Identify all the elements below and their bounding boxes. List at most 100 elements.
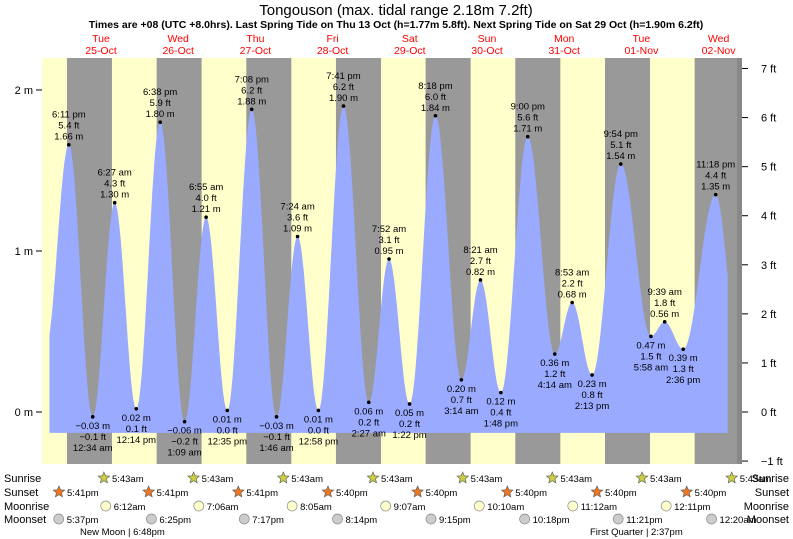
tide-point — [552, 352, 557, 356]
moonset-time: 11:21pm — [626, 515, 662, 526]
tide-label-m: 1.71 m — [513, 124, 542, 135]
tide-label-time: 5:58 am — [634, 362, 668, 373]
tide-point — [134, 406, 139, 411]
sunrise-time: 5:43am — [291, 474, 323, 485]
tide-label-time: 12:14 pm — [116, 435, 156, 446]
tide-label-ft: 0.1 ft — [126, 424, 147, 435]
moonrise-marker — [473, 500, 485, 512]
moonset-time: 5:37pm — [67, 515, 99, 526]
day-label-dow: Wed — [708, 33, 730, 45]
tide-label-m: 0.39 m — [669, 353, 698, 364]
tide-label-m: 0.95 m — [374, 246, 403, 257]
sunset-time: 5:40pm — [426, 488, 458, 499]
tide-label-ft: 0.4 ft — [490, 408, 511, 419]
tide-label-ft: 5.1 ft — [610, 140, 631, 151]
moonset-time: 8:14pm — [346, 515, 378, 526]
sunset-marker — [52, 485, 66, 498]
moonset-time: 7:17pm — [252, 515, 284, 526]
tide-label-m: 0.23 m — [578, 379, 607, 390]
tide-label-ft: −0.1 ft — [263, 432, 290, 443]
day-label-dow: Tue — [92, 33, 110, 45]
sunrise-marker — [545, 471, 559, 484]
tide-label-ft: 5.6 ft — [517, 113, 538, 124]
right-tick-label: 1 ft — [761, 358, 776, 370]
tide-label-m: 0.01 m — [304, 414, 333, 425]
tide-point — [225, 408, 230, 413]
tide-label-ft: 0.0 ft — [308, 425, 329, 436]
tide-label-time: 6:27 am — [98, 168, 132, 179]
tide-label-time: 6:11 pm — [52, 110, 86, 121]
row-label-left: Sunset — [4, 487, 38, 499]
tide-label-ft: 0.2 ft — [358, 417, 379, 428]
moonrise-time: 9:07am — [394, 502, 426, 513]
tide-label-ft: 5.9 ft — [150, 98, 171, 109]
right-axis-strip — [737, 58, 742, 464]
sunrise-marker — [366, 471, 380, 484]
tide-label-ft: 1.2 ft — [544, 369, 565, 380]
tide-label-m: 0.05 m — [395, 408, 424, 419]
tide-label-time: 7:52 am — [372, 224, 406, 235]
tide-point — [366, 400, 371, 405]
moonset-time: 12:20am — [720, 515, 757, 526]
tide-label-ft: 5.4 ft — [58, 121, 79, 132]
day-label-dow: Sun — [478, 33, 497, 45]
tide-point — [662, 320, 667, 324]
row-label-right: Sunset — [755, 487, 789, 499]
row-label-right: Sunrise — [752, 473, 789, 485]
axes: 0 m 1 m 2 m −1 ft 0 ft 1 ft 2 ft 3 ft 4 ft 5 ft 6 … — [15, 64, 783, 469]
tide-point — [681, 347, 685, 352]
row-label-left: Moonrise — [4, 501, 49, 513]
sunrise-marker — [635, 471, 649, 484]
left-tick-label: 2 m — [15, 85, 33, 97]
tide-point — [713, 192, 718, 197]
sunrise-time: 5:43am — [740, 474, 772, 485]
row-label-right: Moonset — [747, 514, 789, 526]
tide-label-ft: 6.2 ft — [333, 82, 354, 93]
day-label-dow: Wed — [167, 33, 189, 45]
moonset-marker — [146, 513, 157, 525]
tide-label-time: 7:24 am — [280, 202, 314, 213]
tide-label-time: 2:27 am — [352, 428, 386, 439]
moonrise-time: 12:11pm — [674, 502, 710, 513]
tide-label-time: 2:36 pm — [666, 375, 700, 386]
tide-label-ft: 2.7 ft — [470, 256, 491, 267]
sunset-marker — [321, 485, 335, 498]
right-tick-label: 7 ft — [761, 64, 776, 76]
tide-label-m: 1.30 m — [100, 190, 129, 201]
day-label-dow: Tue — [633, 33, 651, 45]
tide-label-m: −0.06 m — [167, 426, 202, 437]
tide-label-time: 4:14 am — [538, 380, 572, 391]
right-tick-label: 5 ft — [761, 162, 776, 174]
tide-label-time: 6:55 am — [189, 182, 223, 193]
tide-label-m: 0.36 m — [540, 358, 569, 369]
tide-label-m: 1.09 m — [283, 224, 312, 235]
tide-label-m: 0.47 m — [636, 340, 665, 351]
right-tick-label: −1 ft — [761, 456, 783, 468]
tide-label-time: 9:54 pm — [604, 129, 638, 140]
tide-label-ft: 1.3 ft — [673, 364, 694, 375]
sunset-time: 5:41pm — [246, 488, 278, 499]
tide-point — [90, 415, 95, 419]
tide-point — [649, 334, 653, 339]
right-tick-label: 2 ft — [761, 309, 776, 321]
tide-label-m: 0.68 m — [558, 290, 587, 301]
sunset-marker — [411, 485, 425, 498]
day-label-dow: Mon — [554, 33, 575, 45]
tide-label-ft: 2.2 ft — [562, 279, 583, 290]
sunrise-marker — [187, 471, 201, 484]
tide-label-m: 0.82 m — [466, 267, 495, 278]
day-label-date: 26-Oct — [162, 45, 194, 57]
moonrise-marker — [100, 500, 112, 512]
tide-point — [204, 215, 208, 219]
sunrise-time: 5:43am — [560, 474, 592, 485]
moonrise-time: 10:10am — [487, 502, 524, 513]
tide-label-ft: 0.8 ft — [582, 390, 603, 401]
sunset-time: 5:41pm — [67, 488, 99, 499]
row-label-right: Moonrise — [744, 501, 789, 513]
tide-label-time: 12:34 am — [73, 443, 113, 454]
day-label-date: 02-Nov — [702, 45, 737, 57]
day-label-date: 29-Oct — [394, 45, 426, 57]
tide-label-m: −0.03 m — [259, 421, 294, 432]
